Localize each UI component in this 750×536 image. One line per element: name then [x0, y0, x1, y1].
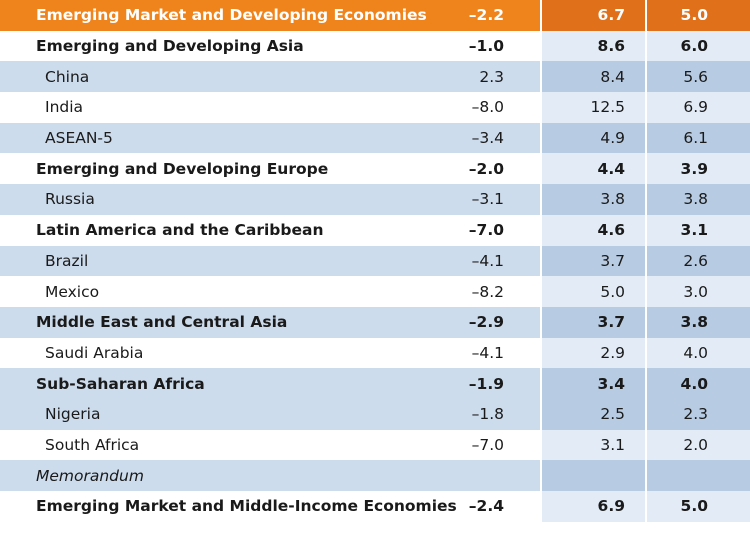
value-col-1: –2.2	[460, 0, 540, 31]
value-col-2: 2.9	[540, 337, 645, 369]
value-col-3: 6.0	[645, 30, 750, 62]
value-col-1: –4.1	[471, 343, 504, 362]
row-label: India	[45, 98, 84, 117]
table-row: Saudi Arabia –4.1 2.9 4.0	[0, 337, 750, 369]
value-col-3: 3.9	[645, 153, 750, 185]
table-row: India –8.0 12.5 6.9	[0, 92, 750, 123]
value-col-3: 2.3	[645, 398, 750, 430]
row-label: Brazil	[45, 251, 89, 270]
value-col-2: 3.4	[540, 368, 645, 399]
row-label: Mexico	[45, 282, 100, 301]
value-col-1: –7.0	[468, 221, 504, 240]
row-label: Latin America and the Caribbean	[36, 221, 324, 240]
value-col-1: –7.0	[471, 435, 504, 454]
value-col-3: 6.9	[645, 92, 750, 123]
value-col-2: 3.1	[540, 429, 645, 461]
value-col-3: 5.0	[645, 0, 750, 31]
value-col-2: 12.5	[540, 92, 645, 123]
value-col-2: 6.7	[540, 0, 645, 31]
value-col-2	[540, 460, 645, 491]
value-col-3: 5.0	[645, 491, 750, 522]
table-row: Nigeria –1.8 2.5 2.3	[0, 398, 750, 430]
value-col-2: 5.0	[540, 276, 645, 307]
value-col-1: –8.2	[471, 282, 504, 301]
value-col-2: 6.9	[540, 491, 645, 522]
value-col-1: –1.9	[468, 374, 504, 393]
table-row: Russia –3.1 3.8 3.8	[0, 184, 750, 215]
row-label: Emerging Market and Middle-Income Econom…	[36, 497, 457, 516]
value-col-3: 5.6	[645, 61, 750, 93]
value-col-1: –4.1	[471, 251, 504, 270]
table-row: Sub-Saharan Africa –1.9 3.4 4.0	[0, 368, 750, 399]
row-label: Emerging and Developing Asia	[36, 37, 304, 56]
value-col-3: 4.0	[645, 337, 750, 369]
row-label: Middle East and Central Asia	[36, 313, 288, 332]
row-label: ASEAN-5	[45, 129, 113, 148]
value-col-3: 4.0	[645, 368, 750, 399]
table-row: Brazil –4.1 3.7 2.6	[0, 245, 750, 277]
value-col-3: 2.6	[645, 245, 750, 277]
table-row: China 2.3 8.4 5.6	[0, 61, 750, 93]
value-col-1: 2.3	[479, 67, 504, 86]
memorandum-label: Memorandum	[36, 466, 144, 485]
table-row: ASEAN-5 –3.4 4.9 6.1	[0, 122, 750, 154]
table-row: Emerging and Developing Asia –1.0 8.6 6.…	[0, 30, 750, 62]
row-label: South Africa	[45, 435, 140, 454]
value-col-2: 8.6	[540, 30, 645, 62]
value-col-3: 3.0	[645, 276, 750, 307]
value-col-2: 4.9	[540, 122, 645, 154]
value-col-2: 8.4	[540, 61, 645, 93]
value-col-1	[460, 460, 540, 491]
value-col-2: 3.7	[540, 245, 645, 277]
value-col-1: –2.9	[468, 313, 504, 332]
row-label: Saudi Arabia	[45, 343, 144, 362]
table-row: Mexico –8.2 5.0 3.0	[0, 276, 750, 307]
value-col-2: 2.5	[540, 398, 645, 430]
row-label: China	[45, 67, 90, 86]
table-row: Latin America and the Caribbean –7.0 4.6…	[0, 214, 750, 246]
row-label: Emerging and Developing Europe	[36, 159, 329, 178]
row-label: Russia	[45, 190, 95, 209]
value-col-1: –3.4	[471, 129, 504, 148]
value-col-1: –2.4	[468, 497, 504, 516]
value-col-1: –8.0	[471, 98, 504, 117]
value-col-1: –1.8	[471, 405, 504, 424]
value-col-1: –3.1	[471, 190, 504, 209]
table-row: Emerging Market and Developing Economies…	[0, 0, 750, 31]
table-row: Middle East and Central Asia –2.9 3.7 3.…	[0, 306, 750, 338]
row-label: Sub-Saharan Africa	[36, 374, 205, 393]
table-row: Emerging and Developing Europe –2.0 4.4 …	[0, 153, 750, 185]
table-row: South Africa –7.0 3.1 2.0	[0, 429, 750, 461]
value-col-3: 6.1	[645, 122, 750, 154]
table-row: Memorandum	[0, 460, 750, 491]
value-col-3: 3.1	[645, 214, 750, 246]
value-col-3: 3.8	[645, 184, 750, 215]
value-col-2: 4.4	[540, 153, 645, 185]
value-col-1: –1.0	[468, 37, 504, 56]
value-col-3: 3.8	[645, 306, 750, 338]
row-label: Emerging Market and Developing Economies	[36, 6, 427, 25]
value-col-2: 3.8	[540, 184, 645, 215]
value-col-3	[645, 460, 750, 491]
row-label: Nigeria	[45, 405, 101, 424]
value-col-2: 4.6	[540, 214, 645, 246]
value-col-1: –2.0	[468, 159, 504, 178]
value-col-3: 2.0	[645, 429, 750, 461]
value-col-2: 3.7	[540, 306, 645, 338]
table-row: Emerging Market and Middle-Income Econom…	[0, 491, 750, 522]
